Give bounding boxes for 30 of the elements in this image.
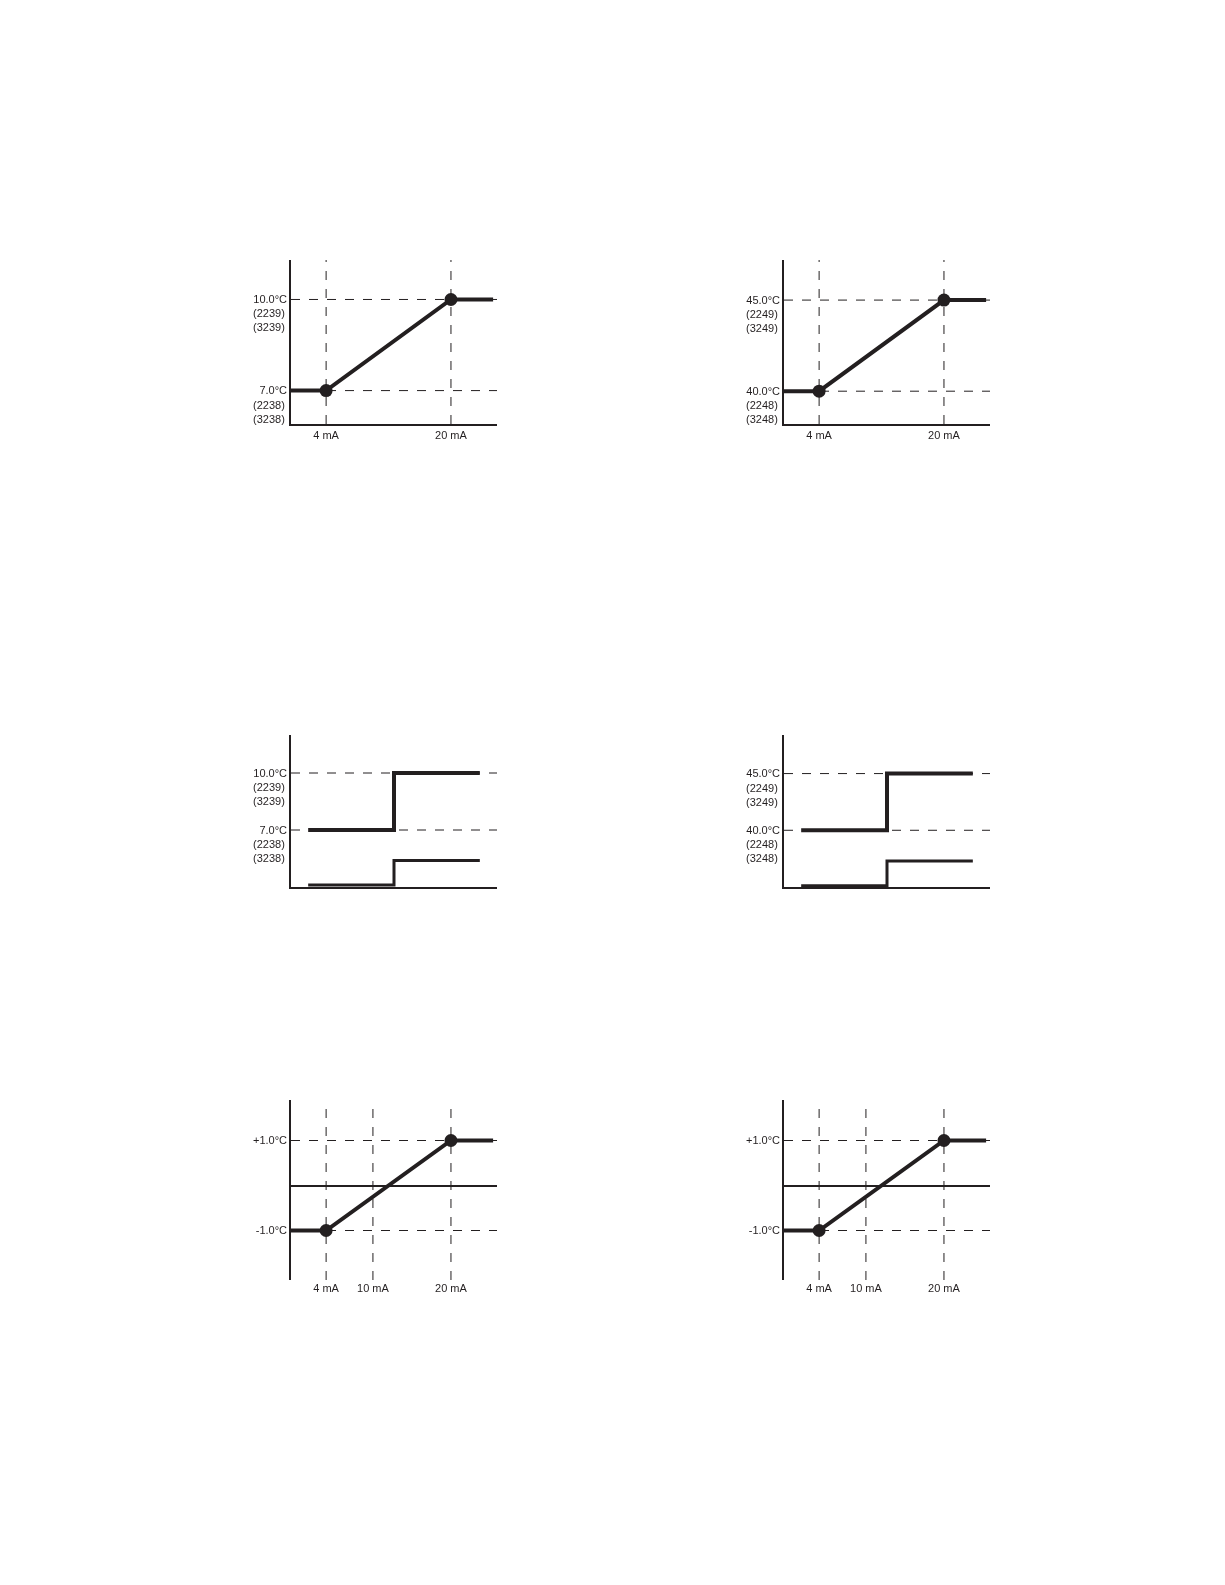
y-tick-label: +1.0°C <box>252 1134 288 1147</box>
text: (2248) (3248) <box>746 399 778 426</box>
text: (2239) (3239) <box>253 307 285 334</box>
y-tick-label: 10.0°C <box>253 293 288 306</box>
text: (2249) (3249) <box>746 308 778 335</box>
y-tick-label: +1.0°C <box>745 1134 781 1147</box>
y-tick-label: -1.0°C <box>255 1224 288 1237</box>
x-tick-label: 20 mA <box>435 1282 468 1294</box>
text: (2239) (3239) <box>253 781 285 808</box>
y-tick-label: 7.0°C <box>259 384 288 397</box>
y-tick-label: -1.0°C <box>748 1224 781 1237</box>
x-tick-label: 10 mA <box>850 1282 883 1294</box>
x-tick-label: 20 mA <box>435 428 468 441</box>
y-tick-label: 45.0°C <box>746 293 781 306</box>
x-tick-label: 10 mA <box>357 1282 390 1294</box>
x-tick-label: 4 mA <box>806 1282 833 1294</box>
x-tick-label: 20 mA <box>928 1282 961 1294</box>
y-tick-label: 40.0°C <box>746 824 781 837</box>
text: (2238) (3238) <box>253 399 285 426</box>
x-tick-label: 4 mA <box>806 428 833 441</box>
y-tick-label: 40.0°C <box>746 385 781 398</box>
y-tick-label: 45.0°C <box>746 767 781 780</box>
x-tick-label: 20 mA <box>928 428 961 441</box>
y-tick-label: 10.0°C <box>253 766 288 779</box>
text: (2248) (3248) <box>746 838 778 865</box>
y-tick-label: 7.0°C <box>259 823 288 836</box>
text: (2238) (3238) <box>253 838 285 865</box>
x-tick-label: 4 mA <box>313 1282 340 1294</box>
x-tick-label: 4 mA <box>313 428 340 441</box>
text: (2249) (3249) <box>746 782 778 809</box>
